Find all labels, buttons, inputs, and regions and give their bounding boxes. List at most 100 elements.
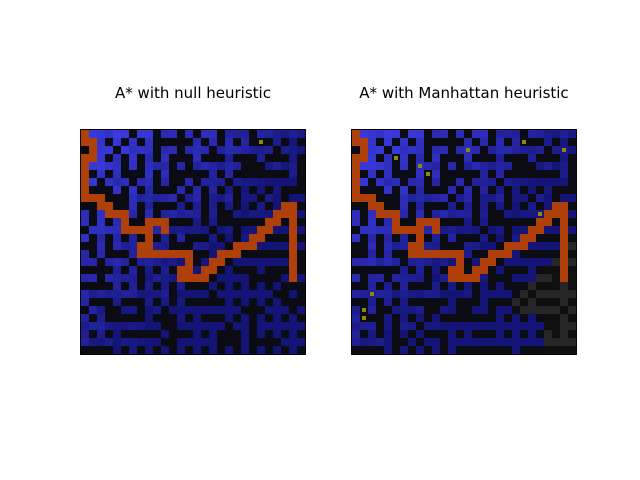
maze-cell — [145, 202, 153, 210]
maze-cell — [153, 242, 161, 250]
maze-cell — [424, 194, 432, 202]
maze-cell — [400, 266, 408, 274]
maze-cell — [153, 178, 161, 186]
maze-cell — [97, 322, 105, 330]
path-cell — [560, 250, 568, 258]
maze-cell — [424, 338, 432, 346]
path-cell — [488, 250, 496, 258]
maze-cell — [520, 162, 528, 170]
path-cell — [448, 266, 456, 274]
maze-cell — [81, 322, 89, 330]
maze-cell — [552, 162, 560, 170]
maze-cell — [496, 186, 504, 194]
maze-cell — [552, 226, 560, 234]
maze-cell — [360, 346, 368, 354]
maze-cell — [297, 258, 305, 266]
maze-cell — [432, 282, 440, 290]
maze-cell — [528, 266, 536, 274]
maze-cell — [193, 202, 201, 210]
maze-cell — [448, 234, 456, 242]
maze-cell — [552, 322, 560, 330]
maze-cell — [209, 282, 217, 290]
maze-cell — [177, 202, 185, 210]
maze-cell — [376, 162, 384, 170]
maze-cell — [408, 202, 416, 210]
maze-cell — [408, 266, 416, 274]
path-cell — [464, 274, 472, 282]
maze-cell — [352, 314, 360, 322]
maze-cell — [408, 194, 416, 202]
maze-cell — [233, 170, 241, 178]
maze-cell — [217, 226, 225, 234]
maze-cell — [360, 298, 368, 306]
maze-cell — [408, 146, 416, 154]
maze-cell — [121, 234, 129, 242]
maze-cell — [273, 306, 281, 314]
maze-cell — [448, 306, 456, 314]
maze-cell — [113, 346, 121, 354]
maze-cell — [121, 338, 129, 346]
path-cell — [560, 242, 568, 250]
maze-cell — [201, 250, 209, 258]
maze-cell — [81, 258, 89, 266]
maze-cell — [368, 234, 376, 242]
maze-cell — [297, 218, 305, 226]
maze-cell — [129, 322, 137, 330]
maze-cell — [424, 306, 432, 314]
maze-cell — [137, 194, 145, 202]
maze-cell — [233, 178, 241, 186]
maze-cell — [177, 242, 185, 250]
marker-cell — [522, 140, 526, 144]
path-cell — [360, 146, 368, 154]
path-cell — [520, 242, 528, 250]
maze-cell — [265, 266, 273, 274]
path-cell — [360, 194, 368, 202]
maze-cell — [193, 130, 201, 138]
maze-cell — [384, 250, 392, 258]
maze-cell — [225, 162, 233, 170]
maze-cell — [456, 298, 464, 306]
maze-cell — [121, 170, 129, 178]
marker-cell — [394, 156, 398, 160]
maze-cell — [105, 282, 113, 290]
maze-cell — [416, 330, 424, 338]
maze-cell — [352, 258, 360, 266]
maze-cell — [153, 146, 161, 154]
maze-cell — [241, 338, 249, 346]
maze-cell — [488, 346, 496, 354]
maze-cell — [273, 274, 281, 282]
path-cell — [161, 250, 169, 258]
maze-cell — [137, 162, 145, 170]
maze-cell — [145, 330, 153, 338]
maze-cell — [281, 290, 289, 298]
maze-cell — [217, 202, 225, 210]
maze-cell — [257, 338, 265, 346]
maze-cell — [376, 146, 384, 154]
maze-cell — [384, 298, 392, 306]
maze-cell — [560, 346, 568, 354]
maze-cell — [392, 266, 400, 274]
maze-cell — [217, 154, 225, 162]
maze-cell — [496, 226, 504, 234]
maze-cell — [113, 250, 121, 258]
maze-cell — [273, 346, 281, 354]
maze-cell — [432, 242, 440, 250]
maze-cell — [552, 338, 560, 346]
maze-cell — [137, 306, 145, 314]
maze-cell — [249, 266, 257, 274]
maze-cell — [472, 218, 480, 226]
maze-cell — [456, 178, 464, 186]
maze-cell — [384, 170, 392, 178]
maze-cell — [241, 202, 249, 210]
chart-title-null: A* with null heuristic — [43, 84, 343, 102]
maze-cell — [448, 338, 456, 346]
maze-cell — [512, 210, 520, 218]
maze-cell — [137, 154, 145, 162]
maze-cell — [297, 138, 305, 146]
maze-cell — [432, 290, 440, 298]
maze-cell — [249, 250, 257, 258]
maze-cell — [480, 338, 488, 346]
maze-cell — [472, 258, 480, 266]
maze-cell — [185, 346, 193, 354]
maze-cell — [193, 290, 201, 298]
